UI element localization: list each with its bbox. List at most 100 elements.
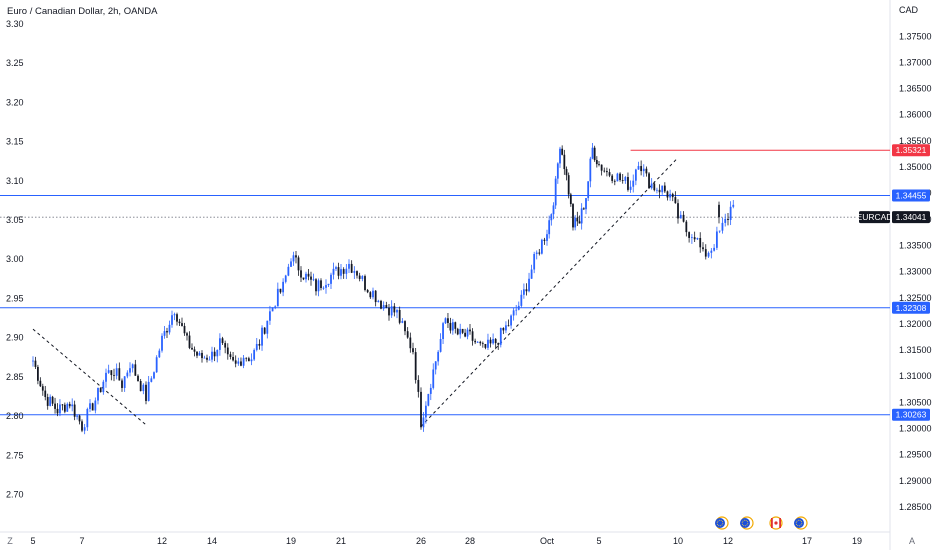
- candle: [322, 286, 325, 290]
- candle: [461, 328, 464, 335]
- candle: [147, 375, 150, 402]
- candle: [258, 339, 261, 350]
- candle: [356, 270, 358, 279]
- candle: [525, 283, 528, 296]
- candle: [320, 278, 322, 291]
- candle: [669, 189, 671, 201]
- candle: [56, 403, 59, 417]
- candle: [627, 172, 629, 192]
- candle: [505, 321, 507, 334]
- time-axis-tick-label: 12: [723, 536, 733, 546]
- time-axis-tick-label: 12: [157, 536, 167, 546]
- candle: [396, 309, 398, 319]
- candle: [224, 340, 227, 354]
- right-price-axis[interactable]: 1.37500 1.37000 1.36500 1.36000 1.35500 1.350…: [899, 31, 932, 512]
- candle: [661, 185, 664, 195]
- candle: [543, 237, 546, 245]
- candle: [245, 357, 248, 362]
- left-axis-tick-label: 2.95: [6, 293, 24, 303]
- candle: [279, 288, 282, 294]
- left-axis-tick-label: 3.30: [6, 19, 24, 29]
- candle: [113, 368, 115, 382]
- candle: [710, 248, 713, 259]
- right-axis-tick-label: 1.29500: [899, 450, 932, 460]
- candle: [510, 314, 512, 329]
- eu-flag-icon[interactable]: [740, 516, 754, 530]
- candle: [425, 401, 427, 424]
- candle: [317, 278, 320, 297]
- right-axis-tick-label: 1.31000: [899, 371, 932, 381]
- candle: [707, 251, 710, 259]
- candle: [634, 168, 637, 186]
- candle: [158, 348, 161, 358]
- left-axis-tick-label: 2.90: [6, 333, 24, 343]
- candle: [145, 381, 147, 405]
- candle: [474, 338, 477, 345]
- canada-flag-icon[interactable]: [769, 516, 783, 530]
- right-axis-tick-label: 1.31500: [899, 345, 932, 355]
- candle: [406, 327, 409, 339]
- left-axis-tick-label: 3.25: [6, 58, 24, 68]
- left-axis-tick-label: 3.00: [6, 254, 24, 264]
- time-axis[interactable]: 5 7 12 14 19 21 26 28 Oct 5 10 12 17 19: [30, 536, 862, 546]
- candle: [663, 182, 666, 193]
- right-axis-tick-label: 1.35500: [899, 136, 932, 146]
- candle: [173, 312, 176, 321]
- candle: [420, 387, 422, 430]
- candle: [250, 353, 253, 366]
- candle: [34, 356, 37, 370]
- candle: [512, 307, 515, 321]
- support-price-tag: 1.30263: [896, 410, 927, 420]
- right-axis-tick-label: 1.29000: [899, 476, 932, 486]
- eu-flag-icon[interactable]: [794, 516, 808, 530]
- time-axis-tick-label: 21: [336, 536, 346, 546]
- left-axis-tick-label: 3.15: [6, 137, 24, 147]
- candle: [721, 217, 724, 234]
- candle: [621, 174, 624, 184]
- candle: [535, 250, 538, 260]
- right-axis-tick-label: 1.36000: [899, 110, 932, 120]
- candle: [499, 327, 502, 348]
- candle: [456, 327, 459, 336]
- candle: [44, 385, 47, 401]
- candle: [489, 337, 492, 348]
- candle: [653, 181, 656, 192]
- candle: [449, 317, 452, 334]
- support-price-tag-bg: [892, 408, 930, 421]
- zoom-button[interactable]: Z: [7, 536, 13, 546]
- candle: [247, 356, 250, 362]
- candle: [444, 317, 447, 324]
- left-axis-tick-label: 3.05: [6, 215, 24, 225]
- right-axis-tick-label: 1.33500: [899, 240, 932, 250]
- left-axis-tick-label: 2.85: [6, 372, 24, 382]
- candle: [561, 145, 564, 156]
- candle: [377, 299, 380, 303]
- candle: [569, 192, 572, 207]
- candle: [118, 362, 121, 381]
- eu-flag-icon[interactable]: [715, 516, 729, 530]
- candle: [253, 348, 256, 361]
- candle: [466, 327, 469, 340]
- candle: [196, 351, 198, 359]
- time-axis-tick-label: 7: [79, 536, 84, 546]
- candle: [261, 325, 263, 351]
- candle: [497, 342, 500, 350]
- auto-scale-button[interactable]: A: [909, 536, 915, 546]
- trendline: [32, 328, 147, 426]
- candle: [552, 202, 555, 220]
- candle: [297, 255, 300, 276]
- candle: [188, 331, 191, 350]
- candle: [131, 363, 134, 373]
- candle: [671, 192, 674, 202]
- candle: [342, 267, 345, 279]
- candle: [713, 244, 716, 252]
- candle: [388, 303, 390, 321]
- time-axis-tick-label: 19: [852, 536, 862, 546]
- left-axis-tick-label: 2.75: [6, 450, 24, 460]
- candle: [587, 181, 590, 202]
- candle: [208, 356, 211, 361]
- candle: [201, 350, 203, 363]
- candle: [699, 232, 702, 253]
